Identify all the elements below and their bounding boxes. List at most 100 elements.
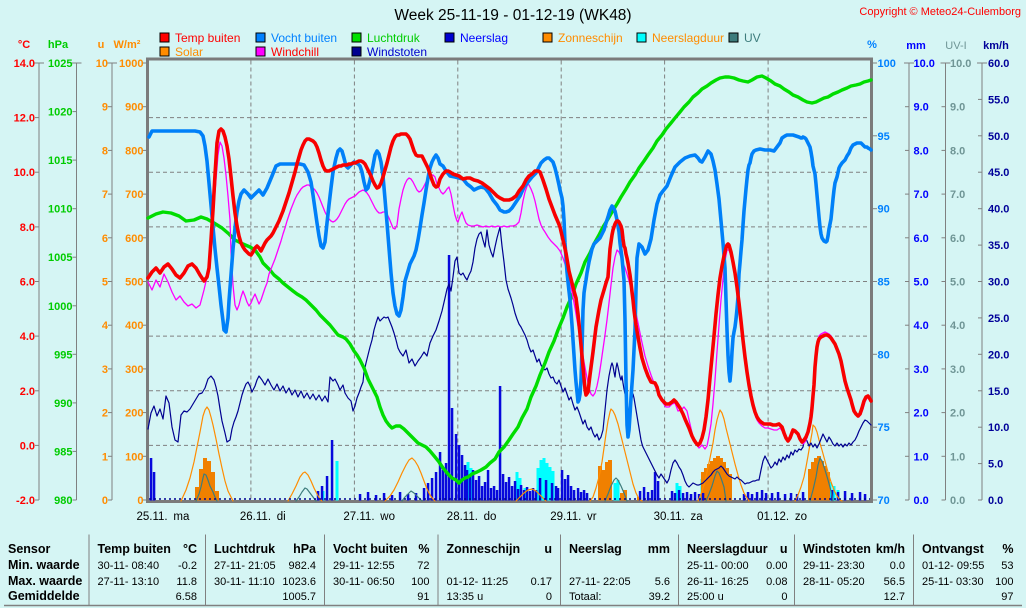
svg-text:56.5: 56.5 bbox=[884, 576, 905, 588]
svg-text:200: 200 bbox=[125, 408, 143, 420]
svg-text:2.0: 2.0 bbox=[950, 408, 965, 420]
svg-text:Neerslagduur: Neerslagduur bbox=[652, 31, 724, 45]
svg-text:5.0: 5.0 bbox=[988, 459, 1003, 471]
svg-text:Zonneschijn: Zonneschijn bbox=[558, 31, 623, 45]
svg-text:29-11- 23:30: 29-11- 23:30 bbox=[803, 560, 865, 572]
svg-text:25.0: 25.0 bbox=[988, 313, 1009, 325]
svg-text:100: 100 bbox=[411, 576, 429, 588]
svg-text:995: 995 bbox=[54, 349, 72, 361]
svg-text:9.0: 9.0 bbox=[950, 102, 965, 114]
svg-text:12.0: 12.0 bbox=[14, 113, 35, 125]
svg-text:0.0: 0.0 bbox=[890, 560, 905, 572]
svg-text:6.58: 6.58 bbox=[176, 591, 197, 603]
svg-text:8.0: 8.0 bbox=[20, 222, 35, 234]
svg-text:Vocht buiten: Vocht buiten bbox=[333, 542, 408, 556]
svg-text:10.0: 10.0 bbox=[988, 422, 1009, 434]
svg-text:km/h: km/h bbox=[876, 542, 905, 556]
svg-text:53: 53 bbox=[1001, 560, 1013, 572]
svg-text:5.0: 5.0 bbox=[914, 277, 929, 289]
svg-text:Sensor: Sensor bbox=[8, 542, 51, 556]
svg-text:400: 400 bbox=[125, 320, 143, 332]
svg-text:10: 10 bbox=[96, 58, 108, 70]
svg-text:Zonneschijn: Zonneschijn bbox=[447, 542, 521, 556]
svg-text:2.0: 2.0 bbox=[914, 408, 929, 420]
svg-text:25:00 u: 25:00 u bbox=[687, 591, 724, 603]
svg-text:1025: 1025 bbox=[48, 58, 72, 70]
svg-text:Windchill: Windchill bbox=[271, 45, 319, 59]
svg-text:Temp buiten: Temp buiten bbox=[175, 31, 240, 45]
svg-text:60.0: 60.0 bbox=[988, 58, 1009, 70]
svg-text:700: 700 bbox=[125, 189, 143, 201]
svg-text:982.4: 982.4 bbox=[288, 560, 316, 572]
svg-text:-0.2: -0.2 bbox=[178, 560, 197, 572]
svg-text:Windstoten: Windstoten bbox=[367, 45, 427, 59]
svg-text:85: 85 bbox=[878, 277, 890, 289]
svg-text:u: u bbox=[98, 39, 105, 51]
svg-text:100: 100 bbox=[125, 451, 143, 463]
svg-text:Min. waarde: Min. waarde bbox=[8, 558, 80, 572]
svg-text:1023.6: 1023.6 bbox=[282, 576, 316, 588]
svg-text:8.0: 8.0 bbox=[950, 145, 965, 157]
svg-text:30-11- 11:10: 30-11- 11:10 bbox=[214, 576, 275, 588]
svg-text:90: 90 bbox=[878, 204, 890, 216]
svg-text:0.08: 0.08 bbox=[766, 576, 787, 588]
svg-text:5.0: 5.0 bbox=[950, 277, 965, 289]
svg-text:10.0: 10.0 bbox=[14, 167, 35, 179]
svg-text:25-11- 03:30: 25-11- 03:30 bbox=[922, 576, 984, 588]
svg-text:UV-I: UV-I bbox=[945, 40, 966, 52]
svg-text:30-11- 08:40: 30-11- 08:40 bbox=[98, 560, 160, 572]
svg-text:4.0: 4.0 bbox=[914, 320, 929, 332]
svg-text:29-11- 12:55: 29-11- 12:55 bbox=[333, 560, 395, 572]
svg-text:27-11- 21:05: 27-11- 21:05 bbox=[214, 560, 276, 572]
svg-text:45.0: 45.0 bbox=[988, 167, 1009, 179]
svg-text:u: u bbox=[780, 542, 788, 556]
svg-text:6.0: 6.0 bbox=[914, 233, 929, 245]
svg-text:28-11- 05:20: 28-11- 05:20 bbox=[803, 576, 865, 588]
svg-text:72: 72 bbox=[417, 560, 429, 572]
svg-text:600: 600 bbox=[125, 233, 143, 245]
svg-text:70: 70 bbox=[878, 495, 890, 507]
svg-text:990: 990 bbox=[54, 398, 72, 410]
svg-text:0.0: 0.0 bbox=[988, 495, 1003, 507]
svg-text:0.0: 0.0 bbox=[20, 440, 35, 452]
svg-text:100: 100 bbox=[995, 576, 1013, 588]
svg-text:95: 95 bbox=[878, 131, 890, 143]
svg-text:°C: °C bbox=[18, 39, 30, 51]
svg-text:01-12- 09:55: 01-12- 09:55 bbox=[922, 560, 984, 572]
svg-text:5: 5 bbox=[102, 277, 108, 289]
svg-text:500: 500 bbox=[125, 277, 143, 289]
svg-text:hPa: hPa bbox=[293, 542, 317, 556]
svg-text:7.0: 7.0 bbox=[950, 189, 965, 201]
svg-text:%: % bbox=[1002, 542, 1013, 556]
svg-text:27-11- 22:05: 27-11- 22:05 bbox=[569, 576, 631, 588]
svg-text:8: 8 bbox=[102, 145, 108, 157]
svg-text:26-11- 16:25: 26-11- 16:25 bbox=[687, 576, 749, 588]
svg-text:01-12- 11:25: 01-12- 11:25 bbox=[447, 576, 509, 588]
svg-text:Neerslag: Neerslag bbox=[569, 542, 622, 556]
svg-text:Temp buiten: Temp buiten bbox=[98, 542, 171, 556]
svg-text:6: 6 bbox=[102, 233, 108, 245]
svg-text:5.6: 5.6 bbox=[655, 576, 670, 588]
svg-text:4: 4 bbox=[102, 320, 109, 332]
svg-text:1.0: 1.0 bbox=[950, 451, 965, 463]
svg-text:Solar: Solar bbox=[175, 45, 203, 59]
svg-text:Luchtdruk: Luchtdruk bbox=[214, 542, 275, 556]
svg-text:Luchtdruk: Luchtdruk bbox=[367, 31, 421, 45]
svg-text:4.0: 4.0 bbox=[950, 320, 965, 332]
svg-text:14.0: 14.0 bbox=[14, 58, 35, 70]
svg-text:0: 0 bbox=[137, 495, 143, 507]
svg-text:39.2: 39.2 bbox=[649, 591, 670, 603]
svg-text:13:35 u: 13:35 u bbox=[447, 591, 484, 603]
svg-text:%: % bbox=[418, 542, 429, 556]
svg-text:W/m²: W/m² bbox=[114, 39, 141, 51]
svg-text:°C: °C bbox=[183, 542, 197, 556]
svg-text:900: 900 bbox=[125, 102, 143, 114]
svg-text:Windstoten: Windstoten bbox=[803, 542, 871, 556]
svg-text:50.0: 50.0 bbox=[988, 131, 1009, 143]
svg-text:3.0: 3.0 bbox=[914, 364, 929, 376]
svg-text:40.0: 40.0 bbox=[988, 204, 1009, 216]
svg-text:28.11. do: 28.11. do bbox=[447, 511, 497, 523]
svg-text:Neerslag: Neerslag bbox=[460, 31, 508, 45]
svg-text:0.0: 0.0 bbox=[914, 495, 929, 507]
svg-text:300: 300 bbox=[125, 364, 143, 376]
